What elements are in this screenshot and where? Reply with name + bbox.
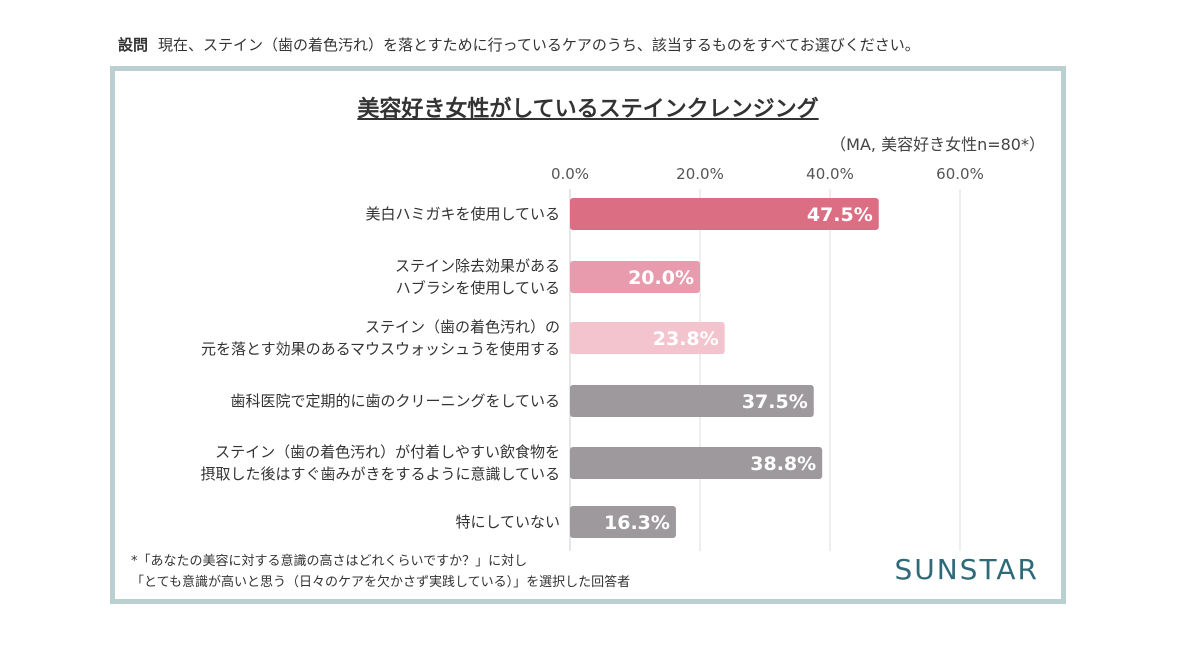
category-label-line: ハブラシを使用している: [395, 279, 560, 297]
question: 設問 現在、ステイン（歯の着色汚れ）を落とすために行っているケアのうち、該当するも…: [118, 34, 920, 55]
data-label: 38.8%: [750, 453, 816, 475]
category-label-line: ステイン（歯の着色汚れ）が付着しやすい飲食物を: [215, 443, 560, 461]
bar: [570, 198, 879, 230]
chart-title: 美容好き女性がしているステインクレンジング: [357, 97, 819, 122]
footnote-line: 「とても意識が高いと思う（日々のケアを欠かさず実践している）」を選択した回答者: [131, 575, 631, 590]
data-label: 16.3%: [604, 512, 670, 534]
data-label: 23.8%: [653, 328, 719, 350]
bar: [570, 385, 814, 417]
category-label: 美白ハミガキを使用している: [365, 203, 560, 225]
category-label-line: 元を落とす効果のあるマウスウォッシュうを使用する: [201, 340, 560, 358]
category-label-line: ステイン（歯の着色汚れ）の: [364, 318, 560, 336]
bar: [570, 322, 725, 354]
bar: [570, 506, 676, 538]
category-label: ステイン除去効果がある ハブラシを使用している: [395, 255, 560, 299]
question-text: 現在、ステイン（歯の着色汚れ）を落とすために行っているケアのうち、該当するものを…: [158, 36, 920, 54]
category-label-line: 特にしていない: [455, 513, 560, 531]
category-label-line: 歯科医院で定期的に歯のクリーニングをしている: [230, 392, 560, 410]
tick-label: 20.0%: [676, 165, 724, 183]
chart-subtitle: （MA, 美容好き女性n=80*）: [830, 135, 1045, 154]
tick-label: 60.0%: [936, 165, 984, 183]
data-label: 37.5%: [742, 391, 808, 413]
category-label-line: 摂取した後はすぐ歯みがきをするように意識している: [200, 465, 560, 483]
footnote-line: *「あなたの美容に対する意識の高さはどれくらいですか？」に対し: [131, 554, 528, 569]
data-label: 20.0%: [628, 267, 694, 289]
category-label-line: 美白ハミガキを使用している: [365, 205, 560, 223]
plot-area: 0.0% 20.0% 40.0% 60.0% 47.5% 20.0% 23.8% 37.5% 3…: [551, 165, 984, 551]
data-label: 47.5%: [807, 204, 873, 226]
category-label: 歯科医院で定期的に歯のクリーニングをしている: [230, 390, 560, 412]
category-label: ステイン（歯の着色汚れ）の元を落とす効果のあるマウスウォッシュうを使用する: [201, 316, 560, 360]
sunstar-logo: SUNSTAR: [894, 553, 1039, 586]
tick-label: 40.0%: [806, 165, 854, 183]
category-label-line: ステイン除去効果がある: [394, 257, 560, 275]
bar: [570, 447, 823, 479]
category-label: ステイン（歯の着色汚れ）が付着しやすい飲食物を摂取した後はすぐ歯みがきをするよう…: [200, 441, 560, 485]
tick-label: 0.0%: [551, 165, 589, 183]
question-tag: 設問: [118, 36, 149, 54]
footnote: *「あなたの美容に対する意識の高さはどれくらいですか？」に対し「とても意識が高い…: [131, 551, 630, 593]
bar: [570, 261, 700, 293]
chart-frame: 美容好き女性がしているステインクレンジング （MA, 美容好き女性n=80*） …: [110, 66, 1066, 604]
category-label: 特にしていない: [455, 511, 560, 533]
